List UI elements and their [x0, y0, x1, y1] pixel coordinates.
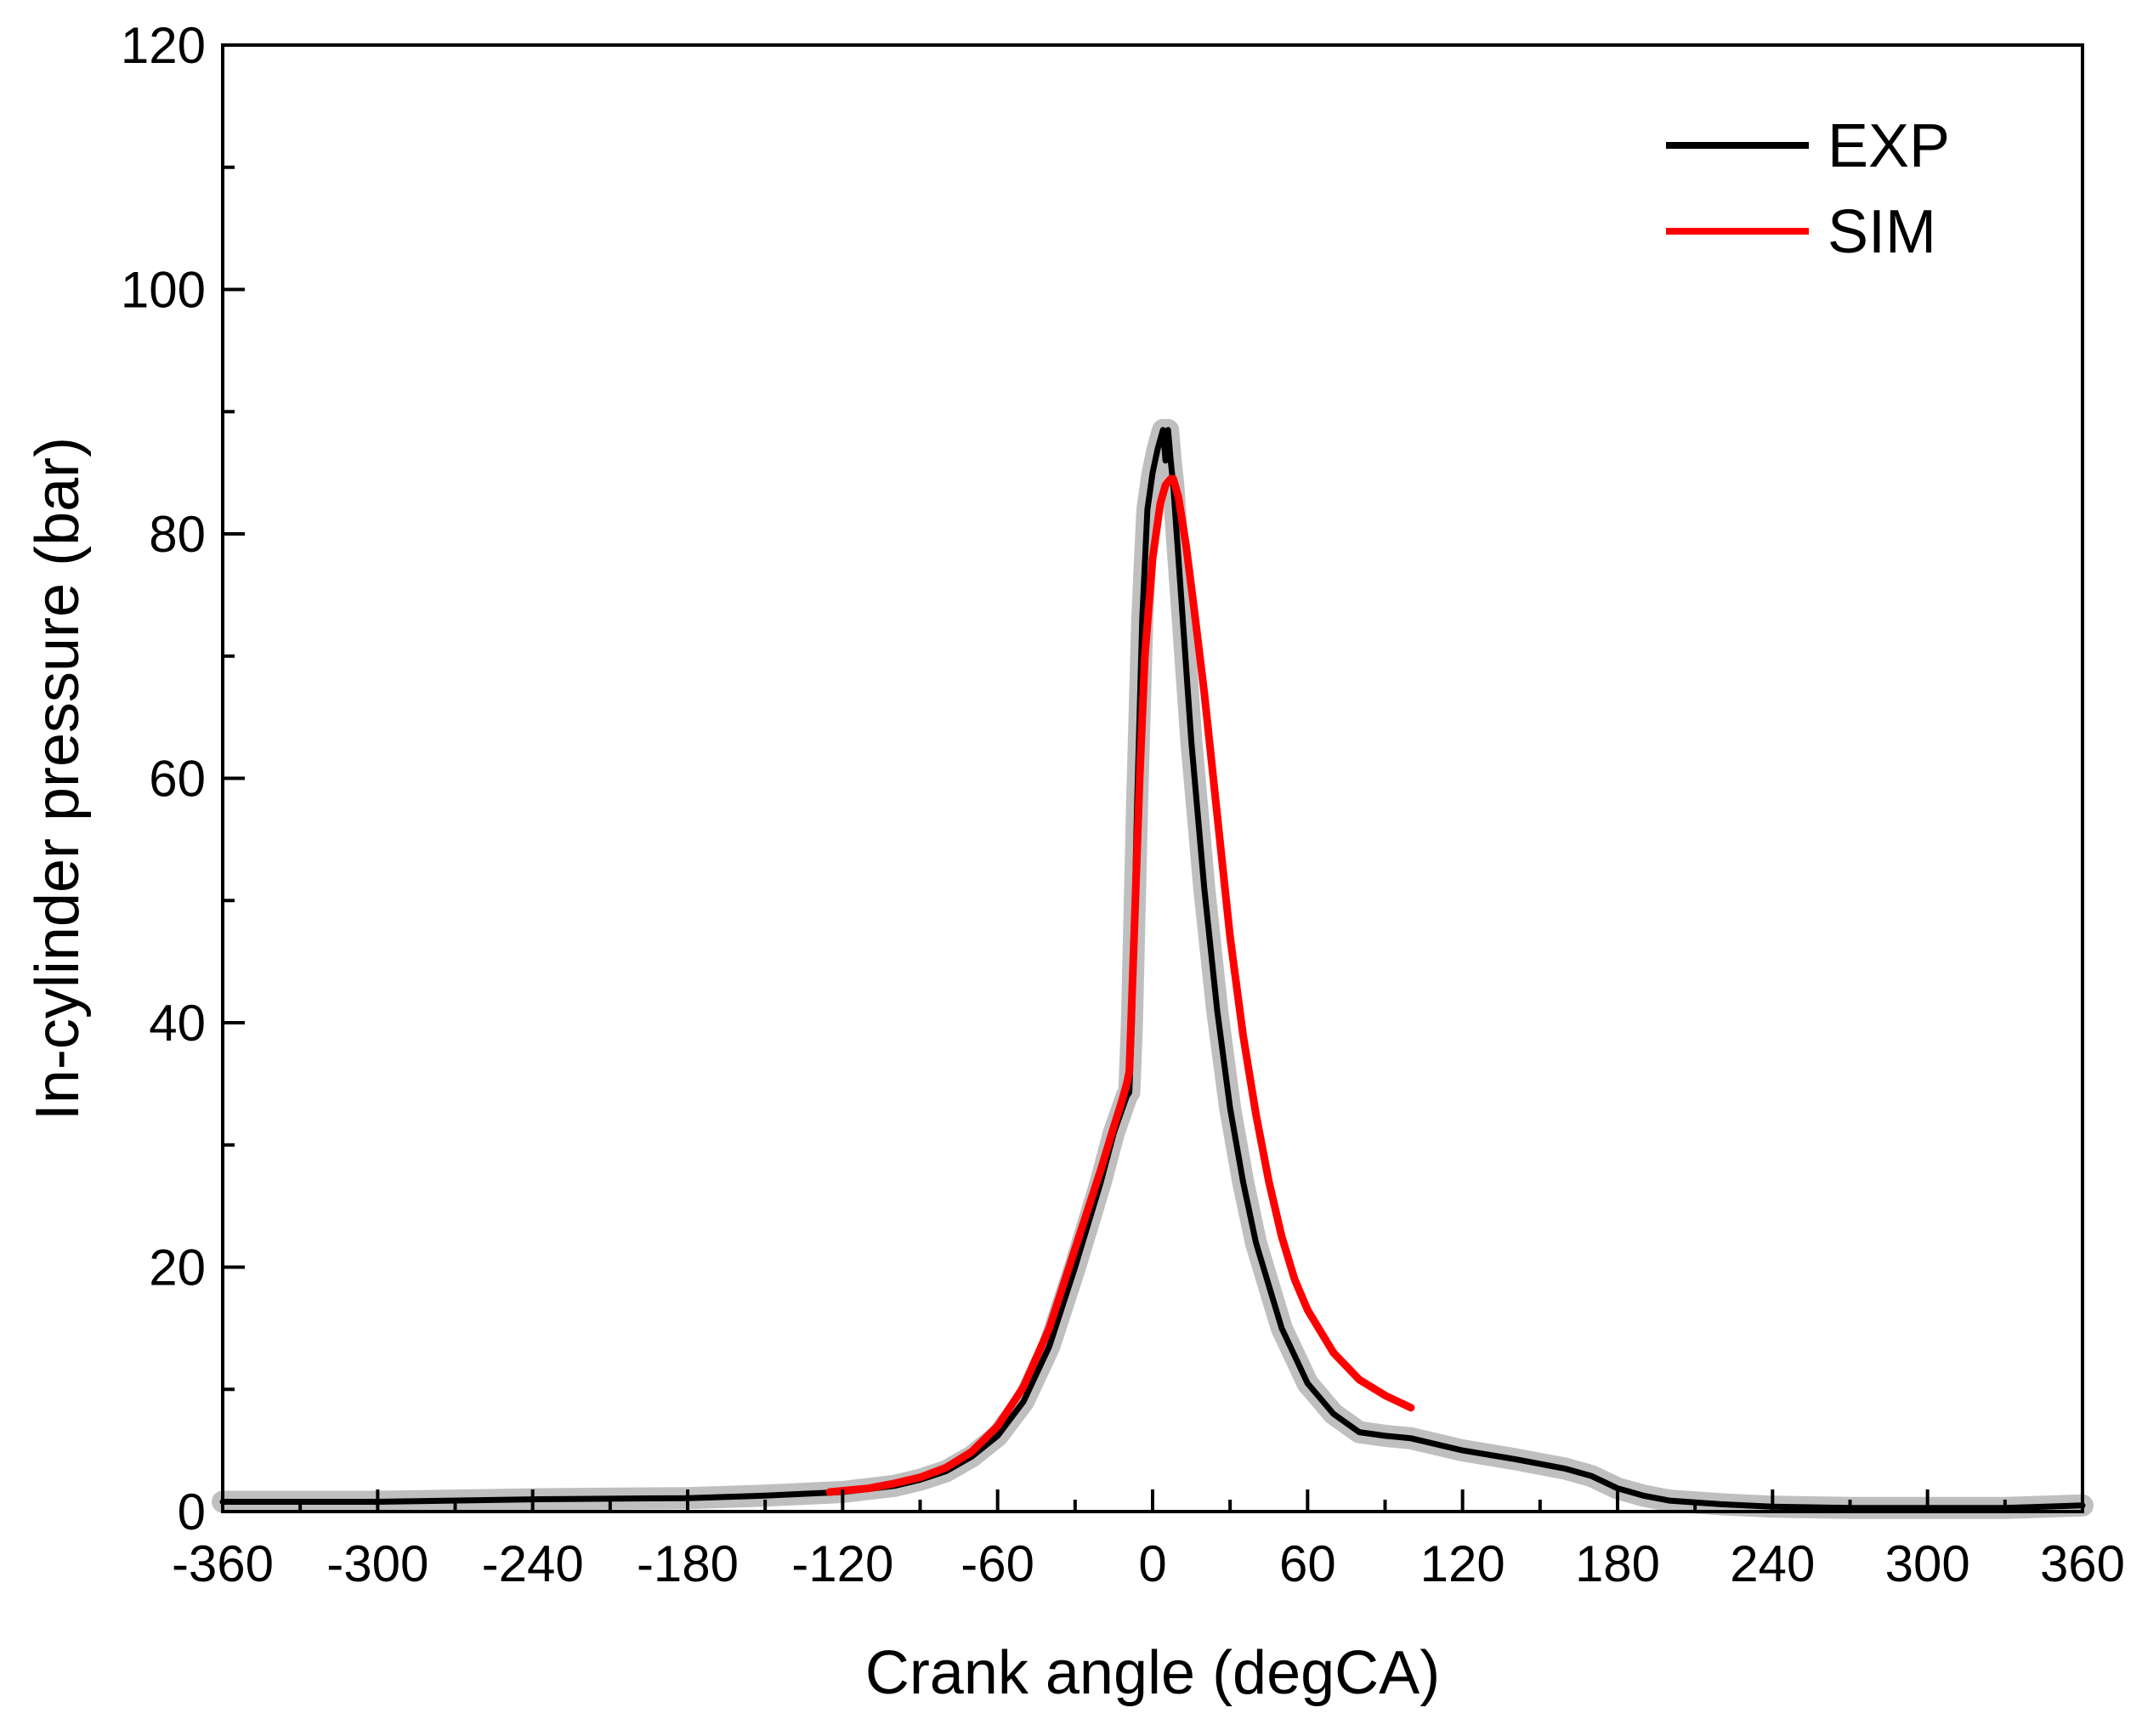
- y-tick-label: 0: [178, 1484, 206, 1540]
- x-tick-label: 60: [1279, 1535, 1336, 1592]
- y-tick-label: 100: [121, 262, 206, 319]
- series-line-sim: [825, 474, 1415, 1496]
- x-tick-label: -360: [172, 1535, 274, 1592]
- x-tick-label: 0: [1138, 1535, 1166, 1592]
- x-tick-label: -180: [637, 1535, 739, 1592]
- y-tick-label: 20: [149, 1240, 206, 1296]
- x-tick-label: 120: [1420, 1535, 1505, 1592]
- legend: EXP SIM: [1666, 112, 1950, 266]
- y-tick-label: 80: [149, 506, 206, 563]
- x-tick-label: -60: [960, 1535, 1034, 1592]
- x-axis-ticks: -360 -300 -240 -180 -120 -60 0 60 120 180 240 300 36…: [172, 1489, 2125, 1592]
- legend-label-sim: SIM: [1828, 198, 1936, 266]
- x-tick-label: 180: [1575, 1535, 1660, 1592]
- y-axis-ticks: 0 20 40 60 80 100 120: [121, 17, 245, 1540]
- y-tick-label: 120: [121, 17, 206, 74]
- x-tick-label: -240: [482, 1535, 584, 1592]
- series-layer: [212, 418, 2094, 1519]
- y-tick-label: 40: [149, 995, 206, 1052]
- x-axis-label: Crank angle (degCA): [865, 1639, 1440, 1707]
- x-tick-label: 240: [1730, 1535, 1815, 1592]
- x-tick-label: -120: [791, 1535, 893, 1592]
- legend-label-exp: EXP: [1828, 112, 1950, 180]
- x-tick-label: -300: [326, 1535, 428, 1592]
- x-tick-label: 300: [1885, 1535, 1970, 1592]
- series-line-exp: [219, 427, 2086, 1512]
- y-tick-label: 60: [149, 751, 206, 808]
- x-tick-label: 360: [2040, 1535, 2125, 1592]
- y-axis-label: In-cylinder pressure (bar): [24, 437, 92, 1120]
